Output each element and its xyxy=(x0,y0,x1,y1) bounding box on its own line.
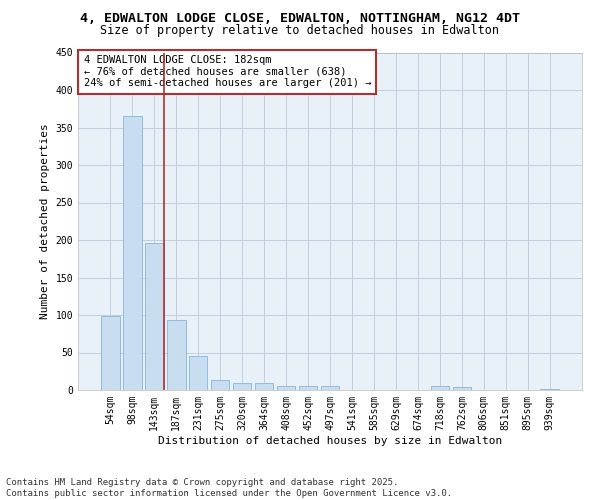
Bar xyxy=(123,116,142,390)
Bar xyxy=(255,382,274,390)
Bar xyxy=(211,380,229,390)
Bar xyxy=(431,386,449,390)
Bar xyxy=(101,316,119,390)
Y-axis label: Number of detached properties: Number of detached properties xyxy=(40,124,50,319)
Text: Contains HM Land Registry data © Crown copyright and database right 2025.
Contai: Contains HM Land Registry data © Crown c… xyxy=(6,478,452,498)
Bar xyxy=(189,356,208,390)
Bar xyxy=(320,386,340,390)
X-axis label: Distribution of detached houses by size in Edwalton: Distribution of detached houses by size … xyxy=(158,436,502,446)
Text: 4 EDWALTON LODGE CLOSE: 182sqm
← 76% of detached houses are smaller (638)
24% of: 4 EDWALTON LODGE CLOSE: 182sqm ← 76% of … xyxy=(83,56,371,88)
Text: Size of property relative to detached houses in Edwalton: Size of property relative to detached ho… xyxy=(101,24,499,37)
Bar xyxy=(541,388,559,390)
Bar xyxy=(167,320,185,390)
Bar xyxy=(277,386,295,390)
Text: 4, EDWALTON LODGE CLOSE, EDWALTON, NOTTINGHAM, NG12 4DT: 4, EDWALTON LODGE CLOSE, EDWALTON, NOTTI… xyxy=(80,12,520,26)
Bar xyxy=(452,387,471,390)
Bar xyxy=(233,382,251,390)
Bar xyxy=(299,386,317,390)
Bar xyxy=(145,243,164,390)
